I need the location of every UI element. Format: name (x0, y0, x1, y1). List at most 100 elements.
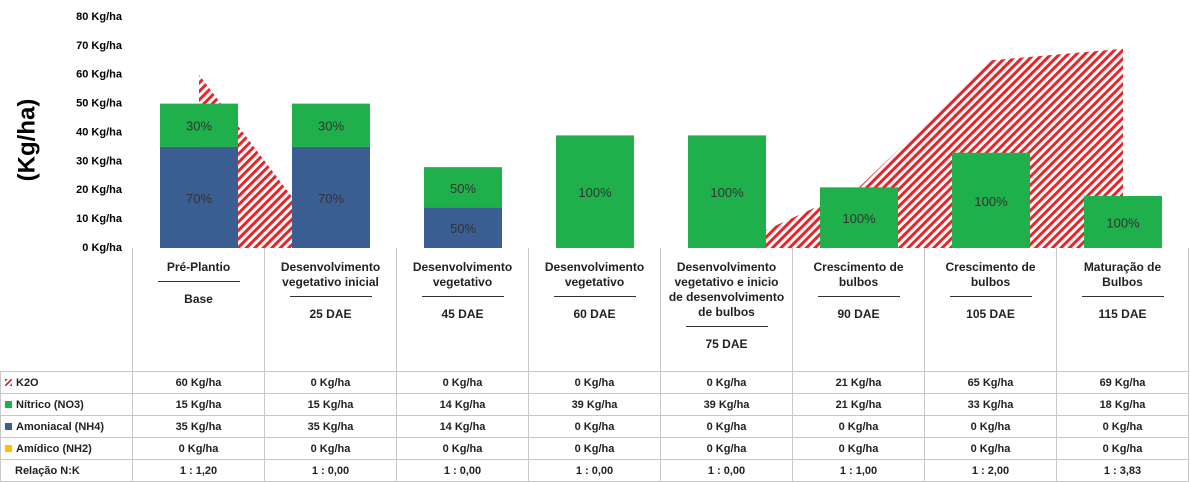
stage-header: Desenvolvimento vegetativo 60 DAE (529, 248, 661, 372)
y-tick-label: 50 Kg/ha (76, 98, 123, 110)
table-cell: 0 Kg/ha (793, 438, 925, 460)
dae-label: Base (184, 292, 213, 306)
row-label: Nítrico (NO3) (0, 394, 133, 416)
table-cell: 0 Kg/ha (529, 416, 661, 438)
bar-segment (952, 152, 1030, 248)
table-cell: 35 Kg/ha (265, 416, 397, 438)
stage-label: Desenvolvimento vegetativo (544, 260, 645, 289)
row-label: Amoniacal (NH4) (0, 416, 133, 438)
stage-header: Crescimento de bulbos 105 DAE (925, 248, 1057, 372)
table-cell: 0 Kg/ha (925, 416, 1057, 438)
legend-icon (5, 401, 12, 408)
table-cell: 1 : 0,00 (661, 460, 793, 482)
bar-segment (556, 135, 634, 248)
table-cell: 0 Kg/ha (133, 438, 265, 460)
table-cell: 0 Kg/ha (661, 372, 793, 394)
table-cell: 0 Kg/ha (397, 372, 529, 394)
table-cell: 0 Kg/ha (925, 438, 1057, 460)
separator (289, 296, 372, 297)
y-tick-label: 10 Kg/ha (76, 213, 123, 225)
y-axis-label: (Kg/ha) (13, 99, 40, 182)
segment-label: 100% (842, 211, 876, 226)
table-cell: 65 Kg/ha (925, 372, 1057, 394)
separator (949, 296, 1032, 297)
separator (1081, 296, 1164, 297)
table-cell: 39 Kg/ha (661, 394, 793, 416)
dae-label: 90 DAE (837, 307, 880, 321)
table-cell: 39 Kg/ha (529, 394, 661, 416)
table-cell: 1 : 1,00 (793, 460, 925, 482)
stage-label: Crescimento de bulbos (813, 260, 904, 289)
dae-label: 45 DAE (441, 307, 484, 321)
legend-label: Nítrico (NO3) (16, 398, 84, 411)
stage-header: Maturação de Bulbos 115 DAE (1057, 248, 1189, 372)
segment-label: 100% (710, 185, 744, 200)
stage-header: Desenvolvimento vegetativo 45 DAE (397, 248, 529, 372)
y-tick-label: 30 Kg/ha (76, 155, 123, 167)
legend-icon (5, 423, 12, 430)
stage-label: Pré-Plantio (166, 260, 231, 274)
table-cell: 0 Kg/ha (1057, 438, 1189, 460)
table-cell: 14 Kg/ha (397, 394, 529, 416)
header-corner (0, 248, 133, 372)
stage-label: Maturação de Bulbos (1083, 260, 1162, 289)
stage-label: Crescimento de bulbos (945, 260, 1036, 289)
row-label: K2O (0, 372, 133, 394)
stage-header: Desenvolvimento vegetativo e inicio de d… (661, 248, 793, 372)
table-cell: 15 Kg/ha (133, 394, 265, 416)
bar-segment (160, 103, 238, 147)
segment-label: 50% (450, 181, 476, 196)
table-cell: 0 Kg/ha (265, 438, 397, 460)
legend-icon (5, 379, 12, 386)
segment-label: 100% (578, 185, 612, 200)
table-cell: 33 Kg/ha (925, 394, 1057, 416)
table-cell: 1 : 0,00 (529, 460, 661, 482)
dae-label: 60 DAE (573, 307, 616, 321)
dae-label: 115 DAE (1098, 307, 1147, 321)
table-cell: 0 Kg/ha (661, 438, 793, 460)
stage-header: Desenvolvimento vegetativo inicial 25 DAE (265, 248, 397, 372)
y-tick-label: 60 Kg/ha (76, 69, 123, 81)
y-tick-label: 40 Kg/ha (76, 126, 123, 138)
bar-segment (292, 103, 370, 147)
legend-label: K2O (16, 376, 39, 389)
bar-segment (1084, 196, 1162, 248)
separator (157, 281, 240, 282)
table-cell: 18 Kg/ha (1057, 394, 1189, 416)
bar-segment (424, 167, 502, 208)
legend-label: Amoniacal (NH4) (16, 420, 105, 433)
table-cell: 0 Kg/ha (529, 438, 661, 460)
bar-segment (688, 135, 766, 248)
table-cell: 1 : 0,00 (397, 460, 529, 482)
dae-label: 105 DAE (966, 307, 1015, 321)
table-cell: 1 : 2,00 (925, 460, 1057, 482)
row-label: Relação N:K (0, 460, 133, 482)
dae-label: 25 DAE (309, 307, 352, 321)
segment-label: 30% (186, 119, 212, 134)
table-cell: 21 Kg/ha (793, 394, 925, 416)
y-tick-label: 80 Kg/ha (76, 11, 123, 23)
bar-segment (292, 146, 370, 248)
table-cell: 0 Kg/ha (793, 416, 925, 438)
segment-label: 30% (318, 119, 344, 134)
table-cell: 21 Kg/ha (793, 372, 925, 394)
table-cell: 1 : 0,00 (265, 460, 397, 482)
segment-label: 100% (1106, 215, 1140, 230)
stage-label: Desenvolvimento vegetativo (412, 260, 513, 289)
dae-label: 75 DAE (705, 337, 748, 351)
stage-label: Desenvolvimento vegetativo inicial (280, 260, 381, 289)
legend-label: Amídico (NH2) (16, 442, 92, 455)
y-tick-label: 20 Kg/ha (76, 184, 123, 196)
table-cell: 0 Kg/ha (529, 372, 661, 394)
table-cell: 35 Kg/ha (133, 416, 265, 438)
table-cell: 0 Kg/ha (397, 438, 529, 460)
bar-segment (160, 146, 238, 248)
stage-label: Desenvolvimento vegetativo e inicio de d… (668, 260, 785, 319)
table-cell: 60 Kg/ha (133, 372, 265, 394)
table-cell: 14 Kg/ha (397, 416, 529, 438)
table-cell: 0 Kg/ha (661, 416, 793, 438)
table-cell: 1 : 3,83 (1057, 460, 1189, 482)
row-label: Amídico (NH2) (0, 438, 133, 460)
